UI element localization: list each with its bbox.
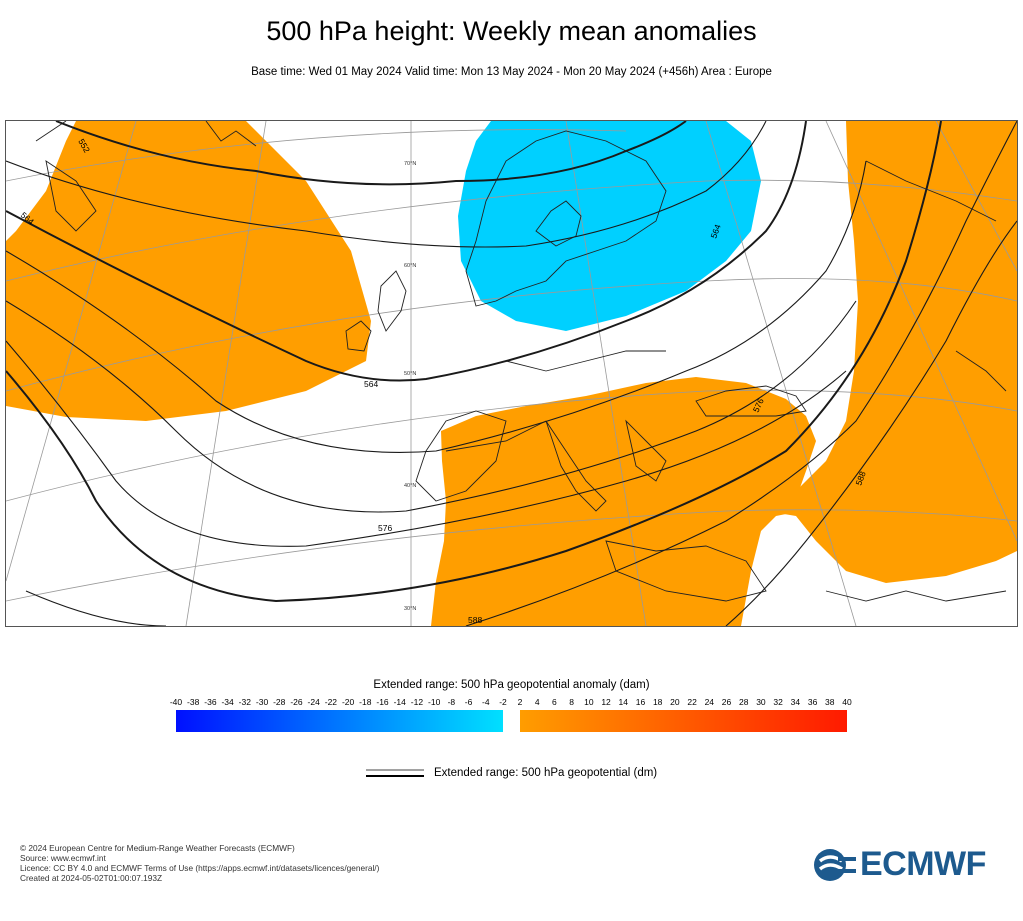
colorbar-tick-label: 34 <box>790 697 801 707</box>
colorbar-tick-label: 36 <box>807 697 818 707</box>
colorbar-tick-label: -20 <box>341 697 355 707</box>
ecmwf-logo: ECMWF <box>812 845 1007 885</box>
colorbar-tick-label: -34 <box>221 697 234 707</box>
colorbar-tick-label: -22 <box>324 697 338 707</box>
colorbar-positive <box>520 710 847 732</box>
footer-line: Source: www.ecmwf.int <box>20 853 106 863</box>
footer-line: © 2024 European Centre for Medium-Range … <box>20 843 295 853</box>
contour-label: 564 <box>708 223 722 240</box>
contour-legend-label: Extended range: 500 hPa geopotential (dm… <box>434 767 658 779</box>
positive-anomaly-east <box>766 121 1017 583</box>
map-canvas: 552 564 564 564 576 576 588 588 70°N 60°… <box>6 121 1017 626</box>
colorbar-tick-label: -38 <box>187 697 200 707</box>
colorbar-tick-label: -32 <box>238 697 251 707</box>
colorbar-tick-label: 8 <box>569 697 574 707</box>
colorbar-tick-label: 2 <box>517 697 523 707</box>
colorbar-tick-label: -6 <box>464 697 473 707</box>
colorbar-tick-label: -24 <box>307 697 320 707</box>
colorbar-tick-label: -26 <box>290 697 303 707</box>
colorbar-tick-label: 26 <box>721 697 732 707</box>
colorbar-tick-label: 4 <box>534 697 540 707</box>
colorbar-tick-label: 24 <box>704 697 715 707</box>
colorbar-negative <box>176 710 503 732</box>
ecmwf-logo-text: ECMWF <box>860 845 986 883</box>
colorbar-tick-label: -18 <box>359 697 372 707</box>
latitude-label: 30°N <box>404 606 416 612</box>
colorbar-tick-label: 6 <box>552 697 557 707</box>
colorbar-tick-label: 38 <box>825 697 835 707</box>
colorbar-tick-label: -30 <box>255 697 269 707</box>
contour-label: 576 <box>378 523 392 533</box>
latitude-label: 60°N <box>404 263 416 269</box>
footer-line: Licence: CC BY 4.0 and ECMWF Terms of Us… <box>20 863 380 873</box>
contour-label: 564 <box>364 379 378 389</box>
colorbar-tick-label: -28 <box>273 697 286 707</box>
footer-credits: © 2024 European Centre for Medium-Range … <box>20 843 379 883</box>
colorbar-tick-label: -12 <box>410 697 424 707</box>
graticule <box>6 121 1017 626</box>
colorbar-tick-label: -2 <box>499 697 507 707</box>
legend-title: Extended range: 500 hPa geopotential ano… <box>373 679 650 691</box>
ecmwf-logo-icon <box>814 849 856 881</box>
colorbar-tick-label: 10 <box>584 697 594 707</box>
negative-anomaly-scandinavia <box>458 121 761 331</box>
colorbar-tick-label: 14 <box>618 697 628 707</box>
colorbar-tick-label: -40 <box>169 697 183 707</box>
page-title: 500 hPa height: Weekly mean anomalies <box>266 16 757 46</box>
geopotential-contours <box>6 121 1017 626</box>
colorbar-tick-label: -8 <box>447 697 456 707</box>
colorbar-tick-label: 18 <box>652 697 663 707</box>
contour-legend-sample <box>366 769 424 777</box>
colorbar-tick-label: -36 <box>204 697 217 707</box>
colorbar-tick-label: 22 <box>687 697 697 707</box>
contour-label: 588 <box>853 470 867 487</box>
colorbar-tick-label: 20 <box>670 697 680 707</box>
latitude-label: 40°N <box>404 483 416 489</box>
colorbar-tick-label: -14 <box>393 697 406 707</box>
page-subtitle: Base time: Wed 01 May 2024 Valid time: M… <box>251 66 772 78</box>
colorbar-tick-label: 40 <box>842 697 852 707</box>
colorbar-tick-label: 12 <box>601 697 611 707</box>
colorbar-tick-label: 28 <box>739 697 749 707</box>
latitude-label: 70°N <box>404 161 416 167</box>
colorbar-tick-label: 16 <box>635 697 646 707</box>
contour-legend: Extended range: 500 hPa geopotential (dm… <box>366 766 686 784</box>
positive-anomaly-atlantic <box>6 121 371 421</box>
latitude-label: 50°N <box>404 371 416 377</box>
colorbar-tick-label: 32 <box>773 697 783 707</box>
coastlines <box>35 121 1007 602</box>
colorbar-tick-label: -4 <box>482 697 490 707</box>
map-panel: 552 564 564 564 576 576 588 588 70°N 60°… <box>5 120 1018 627</box>
colorbar-tick-label: 30 <box>756 697 766 707</box>
contour-label: 588 <box>468 615 482 625</box>
colorbar-tick-labels: -40 -38 -36 -34 -32 -30 -28 -26 -24 -22 -20 -18 -16-… <box>168 697 858 709</box>
colorbar-tick-label: -16 <box>376 697 389 707</box>
positive-anomaly-mediterranean <box>431 377 816 626</box>
footer-line: Created at 2024-05-02T01:00:07.193Z <box>20 873 163 883</box>
colorbar-tick-label: -10 <box>428 697 441 707</box>
